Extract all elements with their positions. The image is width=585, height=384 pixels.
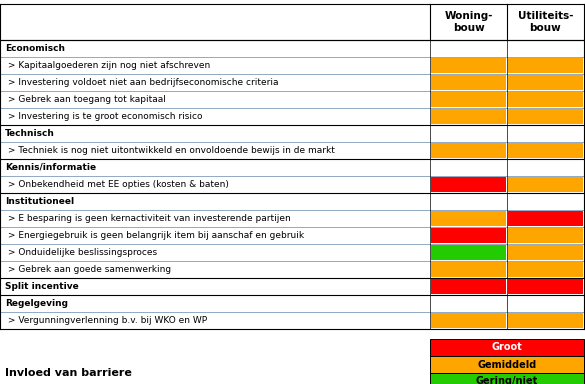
Bar (0, 261, 430, 278)
Text: Economisch: Economisch (5, 44, 65, 53)
Text: Invloed van barriere: Invloed van barriere (5, 368, 132, 378)
Bar (0, 193, 430, 210)
Bar (0, 125, 430, 142)
Bar (508, 228, 583, 243)
Text: > Gebrek aan goede samenwerking: > Gebrek aan goede samenwerking (5, 265, 171, 274)
Bar (431, 109, 506, 124)
Bar (430, 193, 507, 210)
Text: > Vergunningverlenning b.v. bij WKO en WP: > Vergunningverlenning b.v. bij WKO en W… (5, 316, 207, 325)
Bar (508, 245, 583, 260)
Text: Gemiddeld: Gemiddeld (477, 359, 536, 369)
Bar (508, 109, 583, 124)
Bar (0, 244, 430, 261)
Text: > Investering is te groot economisch risico: > Investering is te groot economisch ris… (5, 112, 202, 121)
Bar (508, 92, 583, 107)
Bar (0, 227, 430, 244)
Bar (0, 295, 430, 312)
Bar (507, 193, 584, 210)
Text: Woning-
bouw: Woning- bouw (444, 11, 493, 33)
Bar (431, 245, 506, 260)
Bar (0, 108, 430, 125)
Text: Split incentive: Split incentive (5, 282, 79, 291)
Text: > Techniek is nog niet uitontwikkeld en onvoldoende bewijs in de markt: > Techniek is nog niet uitontwikkeld en … (5, 146, 335, 155)
Text: > Investering voldoet niet aan bedrijfseconomische criteria: > Investering voldoet niet aan bedrijfse… (5, 78, 278, 87)
Text: > Onduidelijke beslissingsproces: > Onduidelijke beslissingsproces (5, 248, 157, 257)
Bar (431, 262, 506, 277)
Bar (508, 262, 583, 277)
Bar (0, 142, 430, 159)
Text: Kennis/informatie: Kennis/informatie (5, 163, 96, 172)
Bar (507, 159, 584, 176)
Bar (508, 313, 583, 328)
Text: Utiliteits-
bouw: Utiliteits- bouw (518, 11, 573, 33)
Text: > Energiegebruik is geen belangrijk item bij aanschaf en gebruik: > Energiegebruik is geen belangrijk item… (5, 231, 304, 240)
Bar (0, 159, 430, 176)
Bar (0, 40, 430, 57)
Text: Groot: Groot (491, 343, 522, 353)
Bar (0, 4, 584, 40)
Bar (431, 92, 506, 107)
Bar (0, 278, 430, 295)
Bar (430, 356, 584, 373)
Bar (508, 75, 583, 90)
Bar (431, 58, 506, 73)
Bar (508, 177, 583, 192)
Bar (508, 58, 583, 73)
Bar (431, 177, 506, 192)
Bar (508, 143, 583, 158)
Bar (0, 312, 430, 329)
Bar (431, 211, 506, 226)
Bar (431, 228, 506, 243)
Bar (430, 339, 584, 356)
Bar (507, 40, 584, 57)
Bar (508, 279, 583, 294)
Bar (431, 313, 506, 328)
Text: Institutioneel: Institutioneel (5, 197, 74, 206)
Bar (0, 210, 430, 227)
Bar (0, 176, 430, 193)
Bar (430, 295, 507, 312)
Bar (507, 125, 584, 142)
Bar (0, 57, 430, 74)
Text: Gering/niet: Gering/niet (476, 376, 538, 384)
Text: Regelgeving: Regelgeving (5, 299, 68, 308)
Text: > Onbekendheid met EE opties (kosten & baten): > Onbekendheid met EE opties (kosten & b… (5, 180, 229, 189)
Bar (0, 91, 430, 108)
Text: > E besparing is geen kernactiviteit van investerende partijen: > E besparing is geen kernactiviteit van… (5, 214, 291, 223)
Bar (0, 74, 430, 91)
Bar (507, 295, 584, 312)
Text: > Gebrek aan toegang tot kapitaal: > Gebrek aan toegang tot kapitaal (5, 95, 166, 104)
Bar (430, 159, 507, 176)
Text: Technisch: Technisch (5, 129, 55, 138)
Bar (430, 373, 584, 384)
Bar (508, 211, 583, 226)
Bar (430, 125, 507, 142)
Bar (431, 279, 506, 294)
Bar (431, 75, 506, 90)
Text: > Kapitaalgoederen zijn nog niet afschreven: > Kapitaalgoederen zijn nog niet afschre… (5, 61, 210, 70)
Bar (431, 143, 506, 158)
Bar (430, 40, 507, 57)
